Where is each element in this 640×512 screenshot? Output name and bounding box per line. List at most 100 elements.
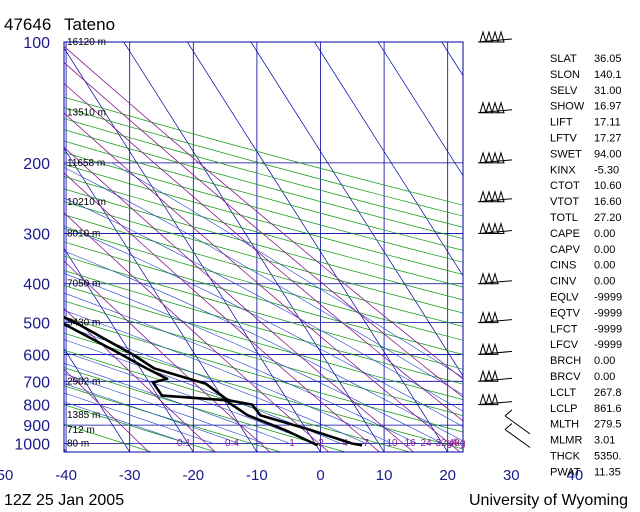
mixing-ratio-line [64, 146, 414, 452]
moist-adiabat [64, 383, 239, 444]
mixing-ratio-line [64, 212, 329, 452]
moist-adiabat [64, 310, 392, 444]
wind-barb [504, 409, 531, 435]
moist-adiabat [111, 162, 463, 378]
moist-adiabat [64, 351, 316, 444]
isotherm-line [250, 42, 463, 377]
index-name: EQTV [550, 307, 581, 319]
isotherm-line [314, 42, 463, 277]
index-name: LFTV [550, 133, 578, 145]
wind-barb [477, 221, 513, 235]
index-name: KINX [550, 164, 576, 176]
index-value: 17.27 [594, 133, 622, 145]
dry-adiabat [64, 96, 463, 206]
temperature-tick-label: -10 [246, 467, 268, 484]
isotherm-line [64, 47, 321, 452]
dry-adiabat [64, 118, 463, 228]
wind-barb [477, 271, 513, 285]
index-name: EQLV [550, 292, 579, 304]
pressure-tick-label: 300 [23, 227, 50, 244]
temperature-tick-label: -30 [119, 467, 141, 484]
moist-adiabat [64, 292, 418, 444]
pressure-tick-label: 700 [23, 374, 50, 391]
index-value: 0.00 [594, 371, 615, 383]
wind-barb [477, 151, 513, 164]
index-value: 279.5 [594, 419, 622, 431]
mixing-ratio-line [64, 172, 380, 452]
index-name: LFCV [550, 339, 579, 351]
isotherm-line [0, 42, 3, 452]
index-name: SLAT [550, 53, 577, 65]
index-value: 27.20 [594, 212, 622, 224]
moist-adiabat [64, 401, 188, 444]
moist-adiabat [64, 373, 265, 444]
temperature-tick-label: -50 [0, 467, 13, 484]
mixing-ratio-line [64, 260, 271, 452]
pressure-tick-label: 800 [23, 398, 50, 415]
dry-adiabat [64, 164, 463, 275]
wind-barb [477, 100, 513, 114]
dry-adiabat [64, 152, 463, 263]
index-name: VTOT [550, 196, 579, 208]
temperature-tick-label: 0 [316, 467, 324, 484]
height-label: 13510 m [67, 108, 106, 119]
index-name: LCLT [550, 387, 576, 399]
dewpoint-profile [64, 322, 319, 447]
height-label: 10210 m [67, 197, 106, 208]
dry-adiabat [64, 241, 463, 355]
mixing-ratio-line [64, 307, 216, 452]
chart-grid [0, 42, 463, 452]
isotherm-line [64, 247, 194, 452]
dry-adiabat [64, 140, 463, 251]
mixing-ratio-label: 7 [363, 438, 369, 449]
index-name: THCK [550, 451, 581, 463]
dry-adiabat [64, 285, 463, 400]
index-value: 0.00 [594, 276, 615, 288]
wind-barb [477, 342, 513, 355]
dry-adiabat [64, 367, 345, 452]
dry-adiabat [64, 214, 463, 327]
index-value: 16.97 [594, 101, 622, 113]
height-label: 7050 m [67, 279, 100, 290]
index-name: MLTH [550, 419, 579, 431]
height-label: 5430 m [67, 318, 100, 329]
index-value: 0.00 [594, 355, 615, 367]
wind-barb-column [477, 30, 531, 448]
wind-barb [477, 369, 513, 382]
index-value: -9999 [594, 307, 622, 319]
dry-adiabat [64, 255, 463, 370]
index-value: 3.01 [594, 435, 615, 447]
moist-adiabat [64, 339, 341, 444]
index-name: SHOW [550, 101, 585, 113]
index-value: 0.00 [594, 244, 615, 256]
height-label: 1385 m [67, 410, 100, 421]
dry-adiabat [64, 316, 463, 433]
index-value: -9999 [594, 339, 622, 351]
index-name: SWET [550, 148, 582, 160]
isotherm-line [377, 42, 463, 177]
index-value: 94.00 [594, 148, 622, 160]
mixing-ratio-line [64, 112, 461, 452]
moist-adiabat [64, 273, 443, 444]
mixing-ratio-label: 10 [386, 438, 398, 449]
index-name: MLMR [550, 435, 582, 447]
temperature-tick-label: 40 [567, 467, 584, 484]
moist-adiabat [64, 225, 463, 427]
moist-adiabat [64, 392, 214, 444]
temperature-tick-label: -20 [182, 467, 204, 484]
index-name: TOTL [550, 212, 578, 224]
mixing-ratio-line [64, 82, 463, 422]
index-value: 0.00 [594, 260, 615, 272]
isotherm-line [64, 347, 130, 452]
mixing-ratio-label: 32 [435, 438, 447, 449]
wind-barb [477, 392, 513, 406]
moist-adiabat [64, 197, 463, 412]
wind-barb [504, 423, 531, 448]
index-name: CAPE [550, 228, 580, 240]
isotherm-line [187, 42, 448, 452]
pressure-tick-label: 400 [23, 277, 50, 294]
mixing-ratio-label: 16 [404, 438, 416, 449]
mixing-ratio-label: 1 [289, 438, 295, 449]
data-source: University of Wyoming [469, 492, 628, 509]
mixing-ratio-line [64, 368, 150, 452]
